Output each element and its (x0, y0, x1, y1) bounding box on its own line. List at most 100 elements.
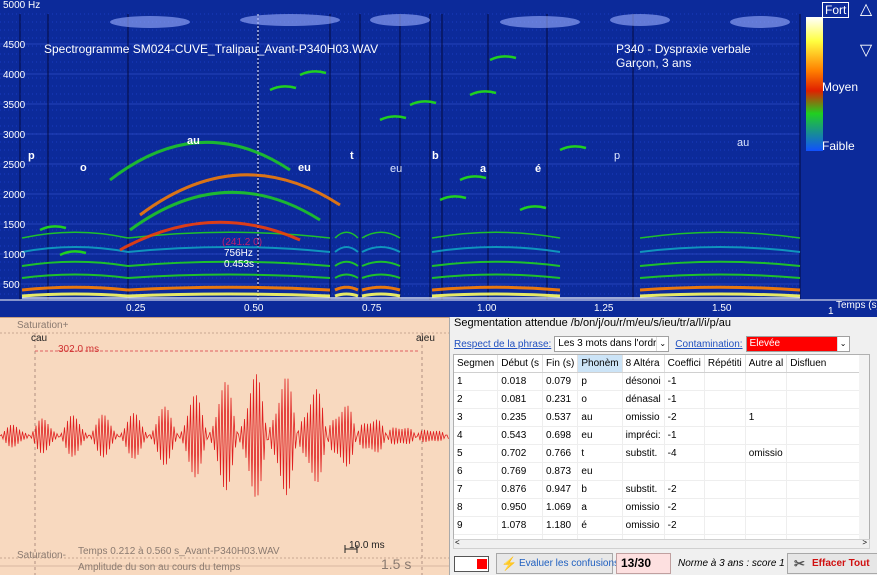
table-cell[interactable]: 0.769 (497, 462, 544, 481)
table-cell[interactable]: 0.235 (497, 408, 544, 427)
scroll-up-triangle-icon[interactable]: △ (859, 1, 873, 18)
table-cell[interactable]: -1 (664, 390, 705, 409)
table-cell[interactable]: 1.078 (497, 516, 544, 535)
table-cell[interactable] (786, 426, 869, 445)
table-cell[interactable]: impréci: (622, 426, 665, 445)
table-row[interactable]: 2 0.081 0.231 o dénasal -1 (454, 390, 869, 409)
table-cell[interactable]: 8 (454, 498, 499, 517)
table-cell[interactable] (704, 480, 746, 499)
table-cell[interactable] (704, 372, 746, 391)
column-header-coefficient[interactable]: Coeffici (664, 355, 705, 373)
spectrogram-panel[interactable]: 5000 Hz 4500 4000 3500 3000 2500 2000 15… (0, 0, 877, 317)
column-header-debut[interactable]: Début (s (497, 355, 544, 373)
scroll-down-triangle-icon[interactable]: ▽ (859, 42, 873, 59)
table-cell[interactable]: désonoi (622, 372, 665, 391)
table-cell[interactable] (786, 444, 869, 463)
waveform-panel[interactable]: Saturation+ cau aieu 302.0 ms Saturation… (0, 317, 449, 575)
table-cell[interactable]: 0.876 (497, 480, 544, 499)
contamination-select[interactable]: Elevée ⌄ (745, 336, 850, 352)
table-cell[interactable] (704, 516, 746, 535)
table-cell[interactable]: omissio (622, 408, 665, 427)
table-cell[interactable] (704, 498, 746, 517)
table-cell[interactable]: 5 (454, 444, 499, 463)
table-row[interactable]: 7 0.876 0.947 b substit. -2 (454, 480, 869, 499)
table-cell[interactable]: -2 (664, 498, 705, 517)
table-cell[interactable] (745, 462, 788, 481)
contamination-link[interactable]: Contamination: (675, 338, 743, 350)
table-row[interactable]: 101.1871.407p (454, 534, 869, 539)
table-cell[interactable]: o (577, 390, 623, 409)
table-cell[interactable]: -4 (664, 444, 705, 463)
table-cell[interactable]: eu (577, 426, 623, 445)
table-row[interactable]: 4 0.543 0.698 eu impréci: -1 (454, 426, 869, 445)
clear-all-button[interactable]: ✂ Effacer Tout (787, 553, 877, 574)
table-cell[interactable]: -1 (664, 426, 705, 445)
table-cell[interactable]: t (577, 444, 623, 463)
table-cell[interactable]: omissio (745, 444, 788, 463)
table-cell[interactable]: 0.947 (542, 480, 579, 499)
table-cell[interactable]: 10 (454, 534, 499, 539)
color-swatch[interactable] (454, 556, 489, 572)
table-cell[interactable]: é (577, 516, 623, 535)
table-cell[interactable] (704, 426, 746, 445)
table-cell[interactable]: 0.873 (542, 462, 579, 481)
respect-phrase-select[interactable]: Les 3 mots dans l'ordre ⌄ (554, 336, 670, 352)
table-cell[interactable]: omissio (622, 498, 665, 517)
column-header-fin[interactable]: Fin (s) (542, 355, 579, 373)
table-cell[interactable]: 0.018 (497, 372, 544, 391)
table-cell[interactable] (786, 516, 869, 535)
table-cell[interactable] (786, 372, 869, 391)
table-row[interactable]: 5 0.702 0.766 t substit. -4 omissio (454, 444, 869, 463)
table-cell[interactable] (786, 480, 869, 499)
table-cell[interactable] (786, 390, 869, 409)
table-cell[interactable]: au (577, 408, 623, 427)
waveform-canvas[interactable] (0, 318, 449, 575)
table-cell[interactable] (704, 534, 746, 539)
table-cell[interactable]: 0.698 (542, 426, 579, 445)
table-cell[interactable]: 1 (454, 372, 499, 391)
right-segment-marker[interactable]: aieu (416, 333, 435, 344)
column-header-disfluence[interactable]: Disfluen (786, 355, 869, 373)
phoneme-label[interactable]: a (480, 163, 487, 175)
table-cell[interactable]: 0.231 (542, 390, 579, 409)
chevron-down-icon[interactable]: ⌄ (836, 337, 849, 351)
phoneme-label[interactable]: b (432, 150, 439, 162)
table-cell[interactable]: -1 (664, 372, 705, 391)
table-cell[interactable]: 1.187 (497, 534, 544, 539)
table-cell[interactable]: 1 (745, 408, 788, 427)
table-row[interactable]: 6 0.769 0.873 eu (454, 462, 869, 481)
table-cell[interactable]: 0.766 (542, 444, 579, 463)
table-cell[interactable] (786, 462, 869, 481)
table-cell[interactable]: -2 (664, 516, 705, 535)
table-cell[interactable]: 0.950 (497, 498, 544, 517)
phoneme-label[interactable]: t (350, 150, 354, 162)
table-cell[interactable] (704, 462, 746, 481)
table-row[interactable]: 3 0.235 0.537 au omissio -2 1 (454, 408, 869, 427)
spectrogram-canvas[interactable] (0, 0, 877, 317)
table-cell[interactable]: 6 (454, 462, 499, 481)
table-cell[interactable]: p (577, 534, 623, 539)
table-cell[interactable] (745, 390, 788, 409)
segments-table[interactable]: Segmen Début (s Fin (s) Phonèm 8 Altéra … (453, 354, 870, 540)
phoneme-label[interactable]: eu (298, 162, 311, 174)
table-cell[interactable]: p (577, 372, 623, 391)
table-cell[interactable] (704, 408, 746, 427)
table-cell[interactable]: 0.537 (542, 408, 579, 427)
zoom-level-label[interactable]: 1.5 s (381, 556, 412, 572)
vertical-scrollbar[interactable] (859, 355, 869, 539)
chevron-down-icon[interactable]: ⌄ (656, 337, 669, 351)
table-cell[interactable] (664, 462, 705, 481)
table-cell[interactable] (786, 408, 869, 427)
table-cell[interactable] (704, 390, 746, 409)
evaluate-confusions-button[interactable]: ⚡ Evaluer les confusions (496, 553, 619, 574)
scroll-right-icon[interactable]: > (862, 538, 867, 547)
table-cell[interactable] (704, 444, 746, 463)
table-cell[interactable] (745, 516, 788, 535)
respect-phrase-link[interactable]: Respect de la phrase: (454, 338, 552, 350)
phoneme-label[interactable]: o (80, 162, 87, 174)
phoneme-label[interactable]: au (187, 135, 200, 147)
table-cell[interactable] (745, 480, 788, 499)
table-row[interactable]: 9 1.078 1.180 é omissio -2 (454, 516, 869, 535)
table-cell[interactable] (622, 462, 665, 481)
table-row[interactable]: 1 0.018 0.079 p désonoi -1 (454, 372, 869, 391)
